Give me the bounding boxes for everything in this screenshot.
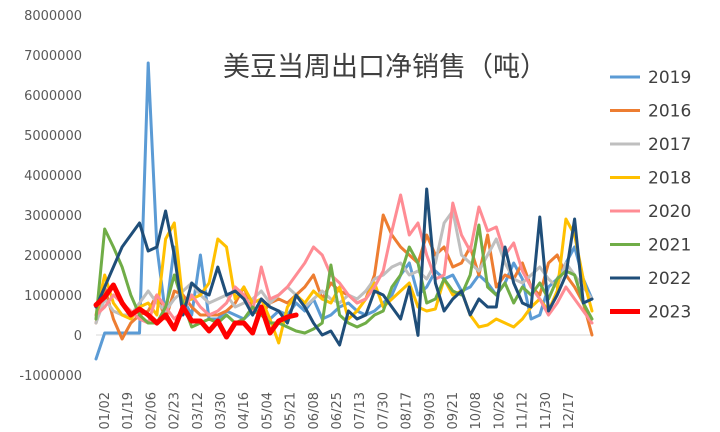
- series-line-2022: [94, 187, 594, 347]
- legend-label-2023: 2023: [648, 303, 691, 323]
- x-tick-label: 03/30: [214, 392, 229, 429]
- y-tick-label: 7000000: [24, 49, 82, 64]
- legend-label-2018: 2018: [648, 169, 691, 189]
- legend-label-2021: 2021: [648, 236, 691, 256]
- y-tick-label: 3000000: [24, 209, 82, 224]
- x-tick-label: 11/12: [516, 392, 531, 429]
- legend-label-2020: 2020: [648, 202, 691, 222]
- y-tick-label: 6000000: [24, 89, 82, 104]
- x-tick-label: 06/08: [307, 392, 322, 429]
- y-tick-label: 0: [74, 329, 82, 344]
- x-axis: 01/02 01/19 02/06 02/23 03/12 03/30 04/16 05/04…: [98, 392, 577, 429]
- x-tick-label: 01/02: [98, 392, 113, 429]
- legend-label-2016: 2016: [648, 102, 691, 122]
- chart-title: 美豆当周出口净销售（吨）: [223, 52, 547, 83]
- legend-label-2017: 2017: [648, 135, 691, 155]
- x-tick-label: 03/12: [191, 392, 206, 429]
- x-tick-label: 09/03: [423, 392, 438, 429]
- y-tick-label: 4000000: [24, 169, 82, 184]
- x-tick-label: 10/08: [469, 392, 484, 429]
- x-tick-label: 01/19: [121, 392, 136, 429]
- x-tick-label: 07/13: [353, 392, 368, 429]
- series-line-2018: [94, 217, 594, 345]
- x-tick-label: 04/16: [237, 392, 252, 429]
- x-tick-label: 02/23: [168, 392, 183, 429]
- x-tick-label: 07/30: [376, 392, 391, 429]
- x-tick-label: 05/21: [284, 392, 299, 429]
- x-tick-label: 12/17: [562, 392, 577, 429]
- series-line-2023: [93, 282, 299, 340]
- x-tick-label: 11/30: [539, 392, 554, 429]
- x-tick-label: 09/21: [446, 392, 461, 429]
- legend-label-2022: 2022: [648, 269, 691, 289]
- x-tick-label: 02/06: [144, 392, 159, 429]
- y-tick-label: 8000000: [24, 9, 82, 24]
- legend: 2019 2016 2017 2018 2020 2021 2022 2023: [610, 68, 691, 323]
- plot-area: [93, 61, 594, 361]
- y-tick-label: 5000000: [24, 129, 82, 144]
- x-tick-label: 10/26: [492, 392, 507, 429]
- y-axis: 8000000 7000000 6000000 5000000 4000000 30000…: [19, 9, 82, 384]
- x-tick-label: 06/25: [330, 392, 345, 429]
- y-tick-label: -1000000: [19, 369, 82, 384]
- x-tick-label: 08/17: [400, 392, 415, 429]
- x-tick-label: 05/04: [260, 392, 275, 429]
- y-tick-label: 2000000: [24, 249, 82, 264]
- legend-label-2019: 2019: [648, 68, 691, 88]
- y-tick-label: 1000000: [24, 289, 82, 304]
